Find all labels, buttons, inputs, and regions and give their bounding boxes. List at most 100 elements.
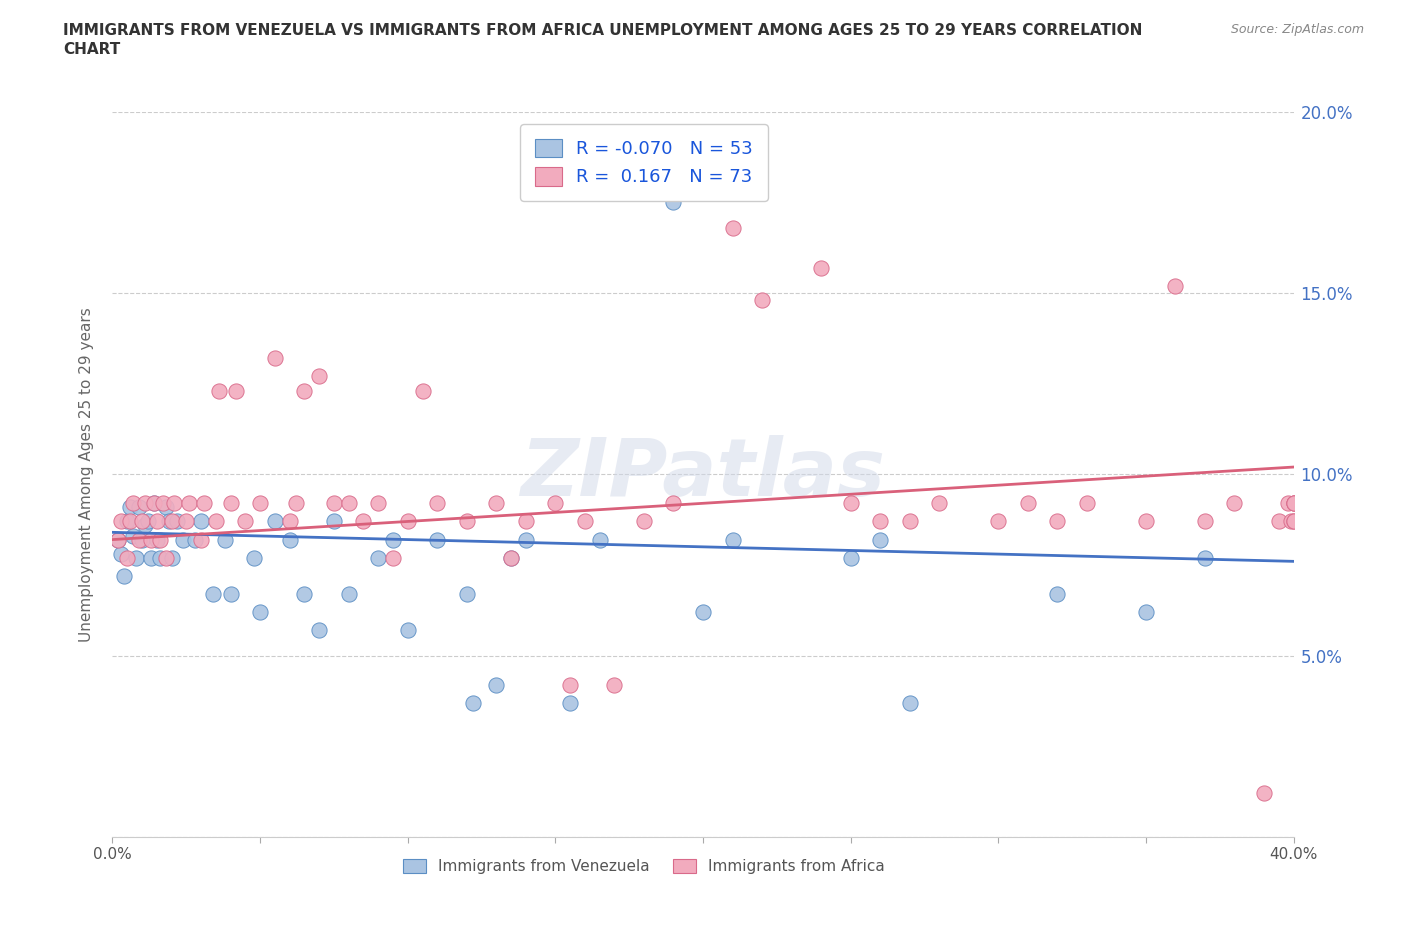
Point [323, 514, 346, 529]
Point [225, 383, 247, 398]
Point [1046, 587, 1069, 602]
Point [193, 496, 215, 511]
Point [633, 514, 655, 529]
Point [233, 514, 256, 529]
Point [485, 496, 508, 511]
Point [149, 532, 172, 547]
Point [160, 514, 183, 529]
Point [146, 514, 169, 529]
Point [1076, 496, 1098, 511]
Point [278, 532, 301, 547]
Point [558, 677, 582, 692]
Point [662, 195, 685, 210]
Point [987, 514, 1010, 529]
Point [157, 514, 180, 529]
Point [308, 623, 330, 638]
Point [1279, 514, 1302, 529]
Point [501, 551, 523, 565]
Point [205, 514, 228, 529]
Point [721, 532, 744, 547]
Point [456, 587, 478, 602]
Point [869, 532, 891, 547]
Text: ZIPatlas: ZIPatlas [520, 435, 886, 513]
Point [243, 551, 266, 565]
Point [142, 496, 165, 511]
Point [1135, 604, 1157, 619]
Point [184, 532, 207, 547]
Point [136, 514, 159, 529]
Point [146, 532, 169, 547]
Point [155, 499, 177, 514]
Point [382, 551, 405, 565]
Point [1282, 496, 1305, 511]
Point [1282, 514, 1305, 529]
Point [456, 514, 478, 529]
Point [1164, 278, 1187, 293]
Point [208, 383, 231, 398]
Point [110, 547, 132, 562]
Point [662, 496, 685, 511]
Point [515, 514, 537, 529]
Point [898, 514, 921, 529]
Point [721, 220, 744, 235]
Point [396, 514, 419, 529]
Point [544, 496, 567, 511]
Point [201, 587, 224, 602]
Point [139, 532, 162, 547]
Point [515, 532, 537, 547]
Point [128, 499, 150, 514]
Point [264, 514, 287, 529]
Point [461, 696, 484, 711]
Point [839, 496, 862, 511]
Point [367, 496, 389, 511]
Point [249, 604, 271, 619]
Point [125, 551, 148, 565]
Legend: Immigrants from Venezuela, Immigrants from Africa: Immigrants from Venezuela, Immigrants fr… [396, 853, 891, 880]
Point [139, 551, 162, 565]
Point [426, 532, 449, 547]
Point [166, 514, 188, 529]
Point [1282, 496, 1305, 511]
Text: IMMIGRANTS FROM VENEZUELA VS IMMIGRANTS FROM AFRICA UNEMPLOYMENT AMONG AGES 25 T: IMMIGRANTS FROM VENEZUELA VS IMMIGRANTS … [63, 23, 1143, 38]
Point [810, 260, 832, 275]
Point [128, 532, 150, 547]
Point [382, 532, 405, 547]
Point [190, 514, 212, 529]
Point [1253, 786, 1275, 801]
Point [323, 496, 346, 511]
Point [574, 514, 596, 529]
Point [426, 496, 449, 511]
Point [501, 551, 523, 565]
Point [134, 496, 156, 511]
Text: CHART: CHART [63, 42, 121, 57]
Point [1223, 496, 1246, 511]
Point [411, 383, 433, 398]
Point [152, 496, 174, 511]
Point [155, 551, 177, 565]
Point [120, 514, 142, 529]
Point [163, 496, 186, 511]
Point [117, 514, 138, 529]
Point [1277, 496, 1299, 511]
Point [190, 532, 212, 547]
Point [1282, 496, 1305, 511]
Point [692, 604, 714, 619]
Point [308, 369, 330, 384]
Point [107, 532, 129, 547]
Point [1135, 514, 1157, 529]
Point [485, 677, 508, 692]
Point [558, 696, 582, 711]
Point [174, 514, 197, 529]
Point [219, 587, 242, 602]
Point [122, 496, 145, 511]
Point [219, 496, 242, 511]
Point [1268, 514, 1291, 529]
Point [134, 518, 156, 533]
Point [1194, 551, 1216, 565]
Point [367, 551, 389, 565]
Point [1046, 514, 1069, 529]
Point [1194, 514, 1216, 529]
Point [110, 514, 132, 529]
Point [603, 677, 626, 692]
Point [249, 496, 271, 511]
